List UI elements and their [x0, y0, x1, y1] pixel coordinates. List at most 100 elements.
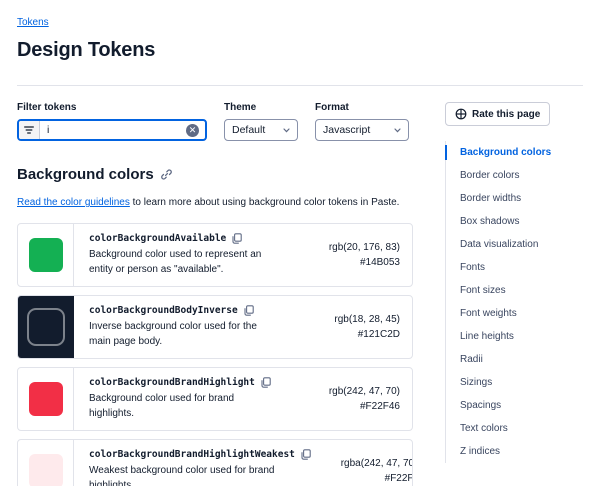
- token-hex-value: #F22F46: [359, 401, 400, 412]
- token-rgb-value: rgb(242, 47, 70): [328, 385, 400, 397]
- token-swatch: [28, 238, 63, 272]
- filter-bar: Filter tokens ✕ Theme Default: [17, 102, 413, 141]
- token-card: colorBackgroundAvailable Background colo…: [17, 223, 413, 287]
- main-column: Filter tokens ✕ Theme Default: [17, 102, 413, 486]
- toc-item-label: Sizings: [460, 377, 493, 388]
- section-title-text: Background colors: [17, 166, 154, 183]
- right-rail: Rate this page Background colors Border c…: [445, 102, 583, 486]
- filter-tokens-label: Filter tokens: [17, 102, 77, 113]
- token-rgb-value: rgb(20, 176, 83): [328, 241, 400, 253]
- filter-icon: [19, 121, 40, 139]
- token-values: rgba(242, 47, 70, 0.1) #F22F461A: [319, 456, 413, 486]
- toc-item[interactable]: Box shadows: [446, 210, 583, 233]
- token-info: colorBackgroundBrandHighlight Background…: [89, 377, 274, 421]
- rate-this-page-button[interactable]: Rate this page: [445, 102, 551, 126]
- token-values: rgb(242, 47, 70) #F22F46: [282, 384, 400, 415]
- toc-item[interactable]: Data visualization: [446, 233, 583, 256]
- token-description: Weakest background color used for brand …: [89, 465, 275, 486]
- toc-item-label: Fonts: [460, 262, 486, 273]
- token-swatch: [27, 308, 65, 346]
- token-rgb-value: rgb(18, 28, 45): [334, 313, 400, 325]
- header-divider: [17, 85, 583, 86]
- toc-item-label: Line heights: [460, 331, 514, 342]
- token-hex-value: #14B053: [359, 257, 400, 268]
- filter-tokens-input-wrap: ✕: [17, 119, 207, 141]
- toc-item[interactable]: Line heights: [446, 325, 583, 348]
- chevron-down-icon: [283, 127, 290, 133]
- anchor-link-icon[interactable]: [160, 169, 172, 180]
- token-info: colorBackgroundAvailable Background colo…: [89, 233, 274, 277]
- breadcrumb: Tokens: [17, 12, 583, 30]
- theme-label: Theme: [224, 102, 257, 113]
- toc-item-label: Text colors: [460, 423, 508, 434]
- toc-item[interactable]: Border colors: [446, 164, 583, 187]
- token-description: Inverse background color used for the ma…: [89, 321, 257, 347]
- token-card: colorBackgroundBodyInverse Inverse backg…: [17, 295, 413, 359]
- toc-item[interactable]: Fonts: [446, 256, 583, 279]
- breadcrumb-tokens-link[interactable]: Tokens: [17, 17, 49, 28]
- section-intro-text: to learn more about using background col…: [129, 197, 400, 208]
- token-swatch-cell: [18, 440, 74, 486]
- filter-tokens-input[interactable]: [40, 124, 186, 136]
- token-card-body: colorBackgroundBrandHighlightWeakest Wea…: [74, 440, 413, 486]
- token-description: Background color used for brand highligh…: [89, 393, 235, 419]
- toc-item-label: Box shadows: [460, 216, 520, 227]
- toc-item[interactable]: Radii: [446, 348, 583, 371]
- token-list: colorBackgroundAvailable Background colo…: [17, 223, 413, 486]
- copy-icon[interactable]: [261, 377, 271, 388]
- filter-field: Filter tokens ✕: [17, 102, 207, 141]
- toc-item-label: Font sizes: [460, 285, 506, 296]
- token-card-body: colorBackgroundAvailable Background colo…: [74, 224, 412, 286]
- color-guidelines-link[interactable]: Read the color guidelines: [17, 197, 130, 208]
- token-name: colorBackgroundBrandHighlightWeakest: [89, 449, 295, 460]
- section-intro: Read the color guidelines to learn more …: [17, 196, 413, 210]
- format-field: Format Javascript: [315, 102, 409, 141]
- token-info: colorBackgroundBodyInverse Inverse backg…: [89, 305, 274, 349]
- copy-icon[interactable]: [244, 305, 254, 316]
- token-card-body: colorBackgroundBodyInverse Inverse backg…: [74, 296, 412, 358]
- theme-select[interactable]: Default: [224, 119, 298, 141]
- token-values: rgb(20, 176, 83) #14B053: [282, 240, 400, 271]
- chevron-down-icon: [394, 127, 401, 133]
- token-swatch-cell: [18, 224, 74, 286]
- toc-item-label: Border widths: [460, 193, 522, 204]
- feedback-icon: [455, 108, 467, 120]
- toc-item[interactable]: Font weights: [446, 302, 583, 325]
- copy-icon[interactable]: [232, 233, 243, 244]
- token-rgb-value: rgba(242, 47, 70, 0.1): [340, 457, 412, 469]
- toc-item-label: Z indices: [460, 446, 501, 457]
- toc-item-label: Font weights: [460, 308, 517, 319]
- token-name: colorBackgroundAvailable: [89, 233, 227, 244]
- toc-item[interactable]: Text colors: [446, 417, 583, 440]
- rate-this-page-label: Rate this page: [472, 108, 541, 120]
- toc-item-label: Background colors: [460, 147, 552, 158]
- token-name: colorBackgroundBodyInverse: [89, 305, 238, 316]
- token-values: rgb(18, 28, 45) #121C2D: [282, 312, 400, 343]
- token-info: colorBackgroundBrandHighlightWeakest Wea…: [89, 449, 311, 486]
- toc-item[interactable]: Spacings: [446, 394, 583, 417]
- toc-item[interactable]: Z indices: [446, 440, 583, 463]
- token-swatch-cell: [18, 296, 74, 358]
- toc-item[interactable]: Font sizes: [446, 279, 583, 302]
- token-description: Background color used to represent an en…: [89, 249, 262, 275]
- format-value: Javascript: [323, 124, 371, 136]
- token-swatch-cell: [18, 368, 74, 430]
- toc-item[interactable]: Sizings: [446, 371, 583, 394]
- copy-icon[interactable]: [301, 449, 311, 460]
- theme-value: Default: [232, 124, 266, 136]
- token-hex-value: #F22F461A: [384, 473, 413, 484]
- page-title: Design Tokens: [17, 39, 156, 61]
- toc-item-label: Radii: [460, 354, 483, 365]
- section-title: Background colors: [17, 166, 413, 183]
- theme-field: Theme Default: [224, 102, 298, 141]
- format-label: Format: [315, 102, 349, 113]
- toc-item[interactable]: Background colors: [445, 141, 583, 164]
- content: Filter tokens ✕ Theme Default: [17, 102, 583, 486]
- format-select[interactable]: Javascript: [315, 119, 409, 141]
- clear-filter-icon[interactable]: ✕: [186, 123, 199, 137]
- toc-item-label: Spacings: [460, 400, 502, 411]
- toc-item[interactable]: Border widths: [446, 187, 583, 210]
- token-swatch: [28, 382, 63, 416]
- page-toc: Background colors Border colors Border wid…: [445, 141, 583, 463]
